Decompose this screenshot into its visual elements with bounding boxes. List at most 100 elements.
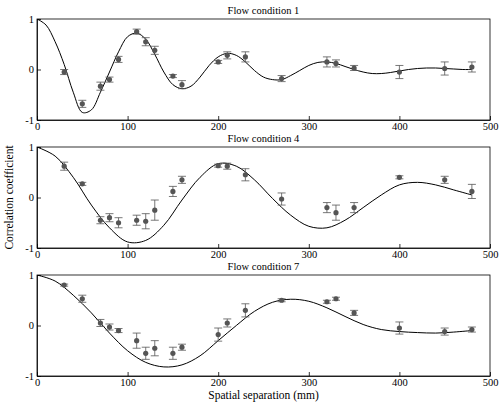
error-cap [178, 183, 186, 184]
plot-frame [37, 147, 490, 248]
error-cap [350, 202, 358, 203]
data-point [80, 296, 85, 301]
axis-line [38, 120, 491, 121]
error-bar [105, 324, 113, 330]
tick: 1 [29, 14, 41, 25]
error-cap [142, 213, 150, 214]
data-point [279, 196, 284, 201]
error-bar [96, 319, 104, 326]
data-point [80, 101, 85, 106]
tick-label: 100 [120, 377, 136, 388]
error-cap [142, 359, 150, 360]
x-axis-title: Spatial separation (mm) [208, 389, 319, 402]
error-bar [169, 186, 177, 196]
data-point [134, 218, 139, 223]
tick-mark [490, 244, 491, 248]
tick: 500 [483, 244, 499, 260]
data-point [170, 351, 175, 356]
error-bar [96, 82, 104, 90]
tick-mark [218, 372, 219, 376]
tick-label: 200 [211, 121, 227, 132]
error-cap [78, 100, 86, 101]
error-bar [332, 205, 340, 220]
data-point [107, 215, 112, 220]
tick-label: 100 [120, 249, 136, 260]
tick: 0 [29, 192, 41, 203]
error-cap [241, 168, 249, 169]
error-cap [468, 184, 476, 185]
tick: 100 [120, 116, 136, 132]
tick-label: 0 [29, 64, 34, 75]
tick-label: 400 [392, 121, 408, 132]
data-point [62, 164, 67, 169]
error-bar [223, 163, 231, 169]
error-bar [169, 347, 177, 359]
tick-label: -1 [25, 371, 34, 382]
error-cap [278, 75, 286, 76]
error-cap [441, 75, 449, 76]
error-bar [78, 295, 86, 302]
y-axis-title: Correlation coefficient [3, 145, 15, 250]
tick-mark [490, 116, 491, 120]
error-bar [350, 203, 358, 213]
error-cap [142, 37, 150, 38]
data-point [324, 299, 329, 304]
error-bar [441, 176, 449, 183]
error-cap [468, 61, 476, 62]
error-cap [142, 347, 150, 348]
data-point [107, 77, 112, 82]
tick-label: 100 [120, 121, 136, 132]
tick-label: 0 [35, 121, 40, 132]
tick-label: 1 [29, 270, 34, 281]
tick-label: 200 [211, 249, 227, 260]
error-cap [133, 215, 141, 216]
data-point [352, 205, 357, 210]
data-point [225, 53, 230, 58]
tick: 200 [211, 372, 227, 388]
error-bar [178, 344, 186, 350]
data-point [80, 181, 85, 186]
data-point [397, 175, 402, 180]
tick-label: 1 [29, 14, 34, 25]
tick: 300 [301, 244, 317, 260]
tick-mark [128, 244, 129, 248]
error-cap [151, 54, 159, 55]
tick: -1 [25, 115, 41, 126]
error-bar [350, 310, 358, 315]
tick-label: 300 [301, 249, 317, 260]
error-cap [133, 333, 141, 334]
error-cap [115, 62, 123, 63]
data-point [352, 310, 357, 315]
error-bar [241, 304, 249, 317]
data-point [279, 298, 284, 303]
data-point [469, 327, 474, 332]
error-cap [178, 80, 186, 81]
error-cap [223, 58, 231, 59]
error-cap [332, 66, 340, 67]
fit-line [37, 147, 472, 243]
error-bar [395, 322, 403, 334]
x-axis: 0100200300400500 [35, 372, 499, 388]
tick-label: 0 [35, 249, 40, 260]
tick: 100 [120, 372, 136, 388]
tick-mark [37, 120, 41, 121]
error-cap [96, 223, 104, 224]
error-cap [223, 318, 231, 319]
error-cap [178, 88, 186, 89]
data-point [143, 219, 148, 224]
data-point [442, 177, 447, 182]
error-bar [323, 57, 331, 67]
error-bar [78, 100, 86, 107]
error-bar [115, 218, 123, 228]
error-bar [178, 81, 186, 89]
error-cap [105, 221, 113, 222]
error-cap [241, 180, 249, 181]
error-cap [115, 217, 123, 218]
error-cap [323, 212, 331, 213]
error-bar [278, 193, 286, 205]
error-cap [350, 212, 358, 213]
error-bar [142, 347, 150, 359]
error-cap [151, 340, 159, 341]
error-cap [151, 200, 159, 201]
error-bar [395, 65, 403, 78]
